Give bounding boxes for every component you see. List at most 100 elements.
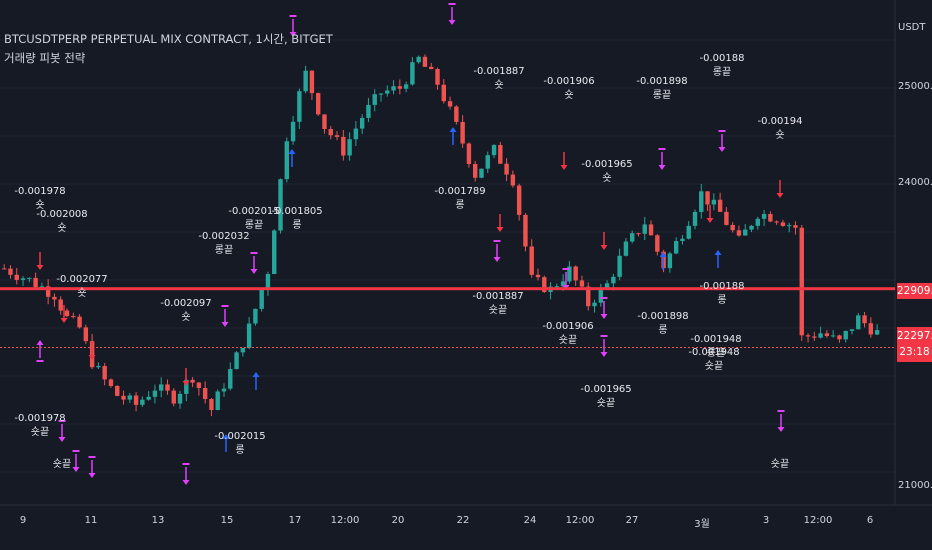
price-lines bbox=[0, 287, 895, 348]
candle-body bbox=[171, 390, 176, 404]
exit-marker-head bbox=[448, 20, 456, 25]
candle-body bbox=[805, 335, 811, 337]
candle-body bbox=[20, 278, 26, 280]
candle-body bbox=[535, 274, 541, 278]
candle-body bbox=[479, 168, 484, 178]
annotation-value: -0.002097 bbox=[160, 298, 212, 309]
candle-body bbox=[316, 93, 321, 115]
symbol-title[interactable]: BTCUSDTPERP PERPETUAL MIX CONTRACT, 1시간,… bbox=[4, 32, 333, 46]
annotation-value: -0.001978 bbox=[14, 186, 66, 197]
candle-body bbox=[221, 388, 227, 392]
annotation-label: -0.001805 롱 bbox=[271, 205, 322, 233]
x-tick: 12:00 bbox=[330, 515, 360, 526]
candle-body bbox=[868, 323, 874, 335]
candle-body bbox=[422, 56, 428, 67]
annotation-label: -0.002015 롱 bbox=[214, 430, 265, 458]
candle-body bbox=[366, 104, 371, 118]
candle-body bbox=[209, 398, 214, 411]
annotation-label: -0.002077 숏 bbox=[56, 273, 107, 301]
short-arrow-head bbox=[600, 245, 608, 250]
annotation-label: -0.00188 롱끝 bbox=[700, 52, 745, 80]
annotation-label: -0.001965 숏 bbox=[581, 158, 632, 186]
candle-body bbox=[692, 211, 698, 226]
candle-body bbox=[196, 382, 202, 388]
candle-body bbox=[416, 56, 421, 63]
candle-body bbox=[246, 323, 252, 349]
candle-body bbox=[253, 308, 258, 324]
indicator-title[interactable]: 거래량 피봇 전략 bbox=[4, 51, 86, 65]
annotation-word: 숏끝 bbox=[488, 305, 508, 316]
short-arrow-head bbox=[706, 218, 714, 223]
x-tick: 20 bbox=[391, 515, 405, 526]
annotation-label: -0.001978 숏 bbox=[14, 185, 65, 213]
candle-body bbox=[736, 230, 742, 236]
annotation-word: 롱끝 bbox=[652, 90, 672, 101]
candle-body bbox=[71, 316, 76, 318]
y-tick: 25000.0 bbox=[898, 81, 932, 92]
x-tick: 22 bbox=[456, 515, 470, 526]
exit-marker-bar bbox=[88, 456, 96, 458]
exit-marker-head bbox=[289, 32, 297, 37]
candle-body bbox=[272, 230, 277, 275]
candle-body bbox=[297, 91, 302, 122]
candle-body bbox=[240, 348, 246, 353]
annotation-value: -0.001906 bbox=[542, 321, 594, 332]
candle-body bbox=[391, 86, 396, 91]
x-tick: 3월 bbox=[694, 519, 710, 530]
x-tick: 12:00 bbox=[803, 515, 833, 526]
candle-body bbox=[849, 329, 855, 331]
long-arrow-head bbox=[252, 372, 260, 377]
exit-marker-head bbox=[658, 165, 666, 170]
candle-body bbox=[642, 224, 647, 234]
long-arrow-head bbox=[288, 149, 296, 154]
candle-body bbox=[410, 62, 415, 85]
candle-body bbox=[152, 390, 158, 397]
exit-marker-head bbox=[718, 147, 726, 152]
annotation-value: -0.001906 bbox=[543, 76, 595, 87]
candle-body bbox=[190, 379, 195, 383]
exit-marker-bar bbox=[182, 463, 190, 465]
exit-marker-bar bbox=[562, 268, 570, 270]
candle-body bbox=[372, 94, 377, 105]
x-tick: 24 bbox=[523, 515, 537, 526]
candle-body bbox=[749, 225, 754, 230]
candle-body bbox=[259, 289, 264, 309]
x-tick: 17 bbox=[288, 515, 302, 526]
candle-body bbox=[699, 191, 704, 212]
candle-body bbox=[33, 277, 38, 288]
exit-marker-head bbox=[88, 473, 96, 478]
annotation-label: -0.002008 숏 bbox=[36, 208, 87, 236]
candle-body bbox=[265, 274, 271, 290]
exit-marker-head bbox=[182, 480, 190, 485]
x-tick: 3 bbox=[762, 515, 770, 526]
annotation-label: -0.002032 롱끝 bbox=[198, 230, 249, 258]
annotation-word: 숏끝 bbox=[558, 335, 578, 346]
annotation-word: 롱 bbox=[717, 295, 727, 306]
candle-body bbox=[579, 280, 585, 287]
x-tick: 15 bbox=[220, 515, 234, 526]
candle-body bbox=[761, 213, 767, 219]
exit-marker-bar bbox=[658, 148, 666, 150]
annotation-word: 숏끝 bbox=[704, 361, 724, 372]
candle-body bbox=[755, 218, 760, 226]
candle-body bbox=[830, 335, 836, 337]
exit-marker-bar bbox=[289, 15, 297, 17]
y-tick: 21000.0 bbox=[898, 480, 932, 491]
annotation-label: -0.002097 숏 bbox=[160, 297, 211, 325]
candle-body bbox=[27, 277, 32, 279]
annotation-value: -0.001898 bbox=[637, 311, 689, 322]
candle-body bbox=[303, 70, 308, 92]
annotation-word: 숏 bbox=[35, 200, 45, 211]
candle-body bbox=[768, 213, 773, 222]
candle-body bbox=[165, 384, 170, 391]
exit-marker-bar bbox=[718, 130, 726, 132]
exit-marker-bar bbox=[58, 420, 66, 422]
bar-countdown: 23:18 bbox=[899, 346, 930, 358]
candle-body bbox=[648, 224, 654, 236]
exit-marker-bar bbox=[493, 240, 501, 242]
annotation-word: 롱 bbox=[292, 220, 302, 231]
candle-body bbox=[341, 136, 346, 156]
candle-body bbox=[529, 246, 534, 275]
